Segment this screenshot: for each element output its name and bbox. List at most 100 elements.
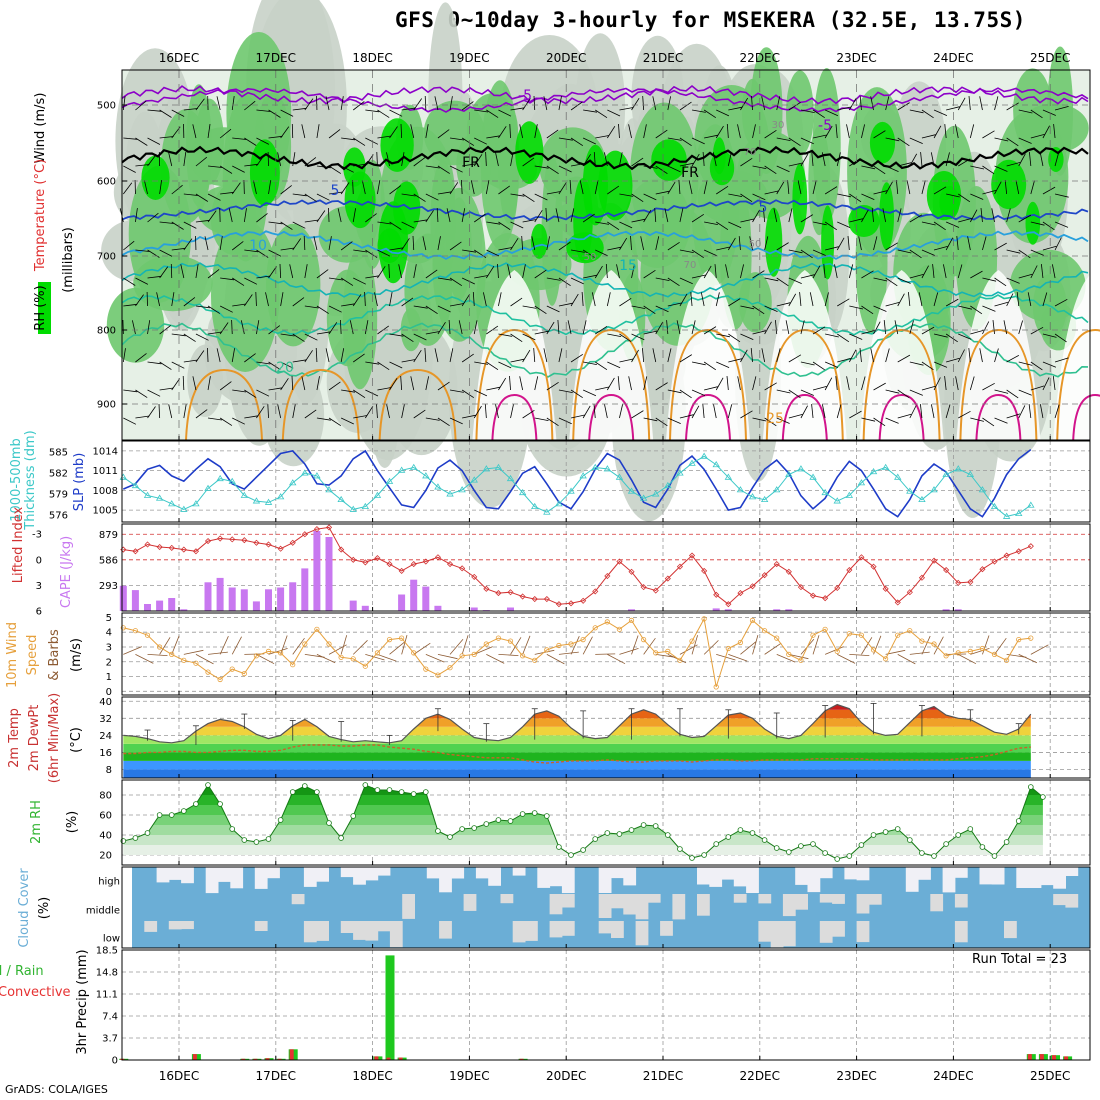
upper-wind-barb (873, 305, 887, 312)
upper-wind-barb (280, 109, 294, 117)
upper-wind-barb (316, 417, 331, 421)
wind-barb (256, 654, 275, 665)
upper-wind-barb (702, 151, 705, 167)
temperature-contour-warm (862, 328, 941, 441)
cloud-clear-block (832, 921, 845, 937)
thickness-point (954, 465, 962, 472)
cape-bar (301, 568, 309, 611)
upper-wind-barb (340, 96, 344, 111)
wind-speed-point (459, 653, 465, 659)
cloud-level-label: middle (86, 906, 120, 917)
upper-wind-barb (968, 348, 971, 363)
upper-wind-barb (921, 249, 935, 256)
upper-wind-barb (861, 209, 869, 223)
lifted-index-point (1015, 548, 1022, 555)
wind-barb (752, 634, 759, 655)
upper-wind-barb (328, 191, 343, 195)
upper-wind-barb (570, 101, 583, 111)
dewpoint-axis-label: 2m DewPt (27, 705, 42, 772)
thickness-point (676, 469, 684, 476)
upper-wind-barb (897, 102, 910, 111)
upper-air-frame (121, 69, 1091, 441)
cloud-clear-block (635, 921, 649, 946)
temperature-contour (121, 262, 1089, 298)
upper-wind-barb (1006, 102, 1019, 111)
temp-band (123, 769, 1031, 778)
thickness-point (289, 479, 297, 486)
upper-wind-barb (873, 236, 878, 251)
upper-wind-barb (982, 165, 995, 175)
wind-barb (921, 635, 931, 655)
contour-label: 15 (619, 258, 637, 274)
upper-wind-barb (619, 333, 632, 343)
upper-wind-barb (534, 417, 549, 421)
upper-wind-barb (700, 292, 705, 307)
precip-convective-bar (277, 1058, 282, 1060)
upper-wind-barb (531, 236, 536, 251)
temp-tick-label: 24 (99, 731, 112, 742)
upper-wind-barb (740, 97, 749, 111)
upper-wind-barb (909, 214, 923, 223)
upper-wind-barb (424, 95, 427, 111)
thickness-point (434, 483, 442, 490)
precip-convective-bar (253, 1058, 258, 1060)
upper-wind-barb (353, 249, 368, 253)
upper-wind-barb (401, 193, 416, 197)
upper-wind-barb (159, 136, 174, 139)
upper-wind-barb (799, 292, 802, 307)
wind-speed-point (471, 651, 477, 658)
contour-label: -5 (818, 118, 832, 134)
upper-wind-barb (859, 348, 862, 363)
upper-wind-barb (555, 208, 560, 223)
upper-wind-barb (449, 182, 459, 195)
upper-wind-barb (595, 361, 608, 371)
upper-wind-barb (667, 165, 681, 173)
upper-wind-barb (207, 210, 217, 223)
upper-wind-barb (386, 404, 390, 419)
upper-wind-barb (277, 404, 282, 419)
upper-wind-barb (328, 277, 343, 281)
contour-label: -5 (518, 88, 532, 104)
cloud-clear-block (561, 894, 575, 908)
thickness-tick-label: 582 (49, 469, 68, 480)
lifted-index-point (640, 584, 647, 591)
upper-wind-barb (437, 321, 446, 335)
cape-bar (168, 598, 176, 611)
wind-speed-point (157, 644, 163, 650)
li-tick-label: -3 (32, 530, 42, 541)
wind-barb (824, 646, 844, 655)
upper-wind-barb (304, 305, 319, 309)
upper-wind-barb (207, 124, 211, 139)
upper-wind-barb (885, 137, 900, 142)
upper-wind-barb (728, 221, 742, 229)
wind-barb (195, 654, 214, 665)
upper-wind-barb (219, 165, 233, 174)
axis-labels: 16DEC16DEC17DEC17DEC18DEC18DEC19DEC19DEC… (0, 51, 1070, 1083)
cloud-clear-block (979, 867, 993, 885)
upper-wind-barb (304, 333, 318, 341)
upper-wind-barb (280, 361, 294, 369)
upper-wind-barb (328, 381, 341, 391)
upper-wind-barb (655, 321, 664, 335)
cloud-clear-block (353, 867, 366, 885)
thickness-tick-label: 579 (49, 490, 68, 501)
upper-wind-barb (982, 236, 987, 251)
thickness-point (639, 494, 648, 501)
cloud-clear-block (611, 921, 624, 938)
lifted-index-point (277, 545, 284, 552)
upper-wind-barb (679, 249, 694, 253)
rh-contour-fill (1025, 201, 1041, 245)
upper-wind-barb (171, 247, 186, 251)
upper-wind-barb (1006, 277, 1020, 284)
upper-wind-barb (220, 277, 235, 281)
upper-wind-barb (195, 409, 208, 419)
upper-wind-barb (812, 180, 817, 195)
cloud-clear-block (758, 921, 772, 942)
cloud-clear-block (709, 867, 723, 887)
upper-wind-barb (752, 209, 760, 223)
upper-wind-barb (159, 180, 162, 195)
precip-run-total: Run Total = 23 (972, 952, 1068, 967)
upper-wind-barb (958, 218, 972, 223)
upper-wind-barb (304, 264, 308, 279)
lifted-index-point (350, 556, 357, 563)
